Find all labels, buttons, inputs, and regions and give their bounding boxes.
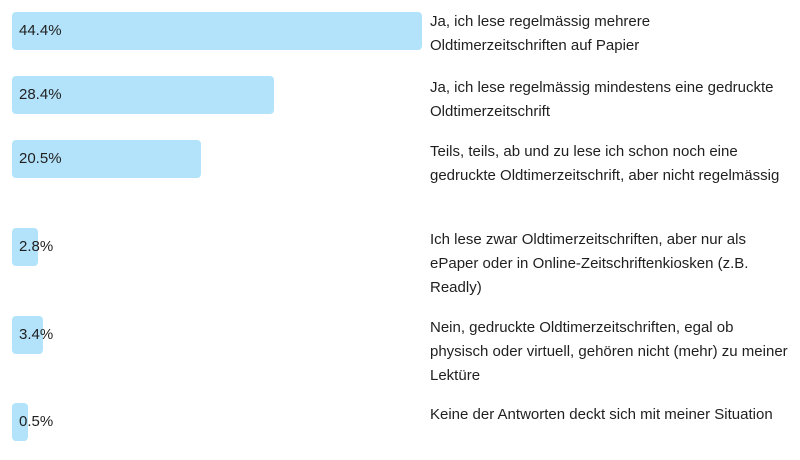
category-label: Teils, teils, ab und zu lese ich schon n… — [430, 143, 780, 184]
bar — [12, 316, 44, 354]
category-label: Keine der Antworten deckt sich mit meine… — [430, 406, 773, 423]
category-label: Nein, gedruckte Oldtimerzeitschriften, e… — [430, 319, 788, 384]
bar — [12, 403, 28, 441]
category-label: Ich lese zwar Oldtimerzeitschriften, abe… — [430, 231, 749, 296]
bar-value-label: 20.5% — [19, 150, 62, 167]
bar-value-label: 3.4% — [19, 326, 54, 343]
category-label: Ja, ich lese regelmässig mindestens eine… — [430, 79, 774, 120]
bar-value-label: 44.4% — [19, 22, 62, 39]
bar-value-label: 2.8% — [19, 238, 54, 255]
bar-value-label: 28.4% — [19, 86, 62, 103]
bar — [12, 76, 275, 114]
bar — [12, 12, 422, 50]
bar — [12, 140, 202, 178]
bar — [12, 228, 38, 266]
bar-value-label: 0.5% — [19, 413, 54, 430]
category-label: Ja, ich lese regelmässig mehrere Oldtime… — [430, 13, 651, 54]
